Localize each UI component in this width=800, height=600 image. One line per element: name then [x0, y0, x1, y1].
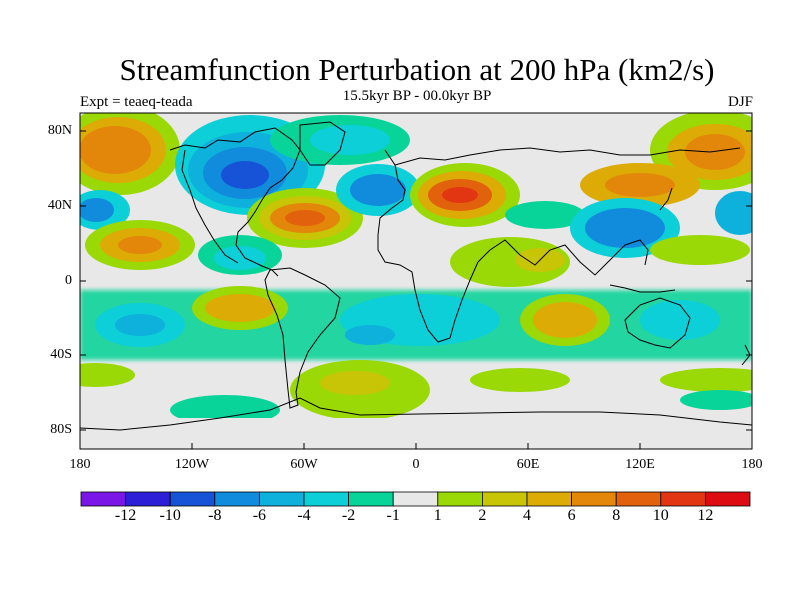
season-label: DJF — [727, 94, 753, 110]
asia-high-ridge — [580, 163, 700, 207]
europe-africa-west — [377, 149, 479, 343]
lon-tick-120e: 120E — [625, 457, 655, 472]
southern-ocean-high — [80, 360, 752, 420]
colorbar-swatch — [705, 491, 751, 507]
coastlines — [80, 121, 752, 431]
lat-tick-80s: 80S — [50, 422, 72, 437]
lon-tick-180w: 180 — [69, 457, 91, 472]
lat-tick-0: 0 — [65, 273, 72, 288]
eurasia-north — [394, 147, 741, 166]
colorbar-label: -10 — [159, 507, 181, 524]
colorbar-label: 6 — [567, 507, 576, 524]
colorbar-label: 1 — [433, 507, 442, 524]
axis-ticks — [79, 130, 753, 449]
chart-title: Streamfunction Perturbation at 200 hPa (… — [119, 52, 715, 87]
south-pacific-low — [95, 303, 185, 347]
north-america-west-coast — [181, 149, 239, 264]
eastern-atlantic-low — [336, 164, 420, 216]
japan — [659, 187, 673, 211]
colorbar-swatch — [481, 491, 528, 507]
colorbar-swatch — [303, 491, 349, 507]
colorbar-label: -4 — [297, 507, 311, 524]
lon-tick-120w: 120W — [174, 457, 210, 472]
colorbar-label: -6 — [252, 507, 267, 524]
colorbar-swatch — [80, 491, 126, 507]
lon-tick-60w: 60W — [290, 457, 318, 472]
australia — [624, 297, 691, 349]
colorbar — [80, 491, 751, 507]
colorbar-label: 8 — [612, 507, 621, 524]
dateline-low — [80, 190, 130, 230]
north-atlantic-high — [247, 188, 363, 248]
colorbar-label: 10 — [652, 507, 669, 524]
subtropical-pacific-high — [85, 220, 195, 270]
eurasia-high — [410, 163, 520, 227]
experiment-label: Expt = teaeq-teada — [80, 94, 193, 110]
south-atlantic-low — [340, 294, 500, 346]
contour-field — [80, 113, 752, 449]
asia-south — [477, 239, 649, 276]
lon-tick-60e: 60E — [516, 457, 540, 472]
east-pacific-low — [715, 191, 752, 235]
lon-tick-0: 0 — [412, 457, 420, 472]
indian-ocean-high — [520, 294, 610, 346]
antarctica — [80, 397, 752, 431]
colorbar-swatch — [660, 491, 706, 507]
colorbar-label: 12 — [697, 507, 714, 524]
north-pacific-high — [80, 113, 180, 195]
australia-low — [640, 300, 720, 340]
colorbar-swatch — [214, 491, 260, 507]
colorbar-label: -12 — [114, 507, 137, 524]
central-asia-low — [505, 201, 585, 229]
lon-tick-180e: 180 — [741, 457, 763, 472]
colorbar-swatch — [571, 491, 617, 507]
colorbar-swatch — [526, 491, 572, 507]
greenland — [299, 121, 346, 166]
colorbar-swatch — [348, 491, 394, 507]
colorbar-swatch — [615, 491, 662, 507]
colorbar-label: -2 — [341, 507, 356, 524]
tropical-americas-low — [198, 235, 282, 275]
lat-tick-40s: 40S — [50, 347, 72, 362]
chart-subtitle: 15.5kyr BP - 00.0kyr BP — [342, 88, 492, 104]
lat-tick-40n: 40N — [47, 198, 72, 213]
west-pacific-tropical-ridge — [650, 235, 750, 265]
colorbar-label: 2 — [478, 507, 487, 524]
colorbar-swatch — [125, 491, 171, 507]
south-pacific-high — [192, 286, 288, 330]
south-america — [264, 267, 341, 409]
east-asia-low — [570, 198, 680, 258]
colorbar-label: 4 — [523, 507, 531, 524]
north-america-coast — [169, 127, 301, 277]
colorbar-swatch — [169, 491, 216, 507]
colorbar-swatch — [437, 491, 483, 507]
lat-tick-80n: 80N — [47, 123, 72, 138]
colorbar-swatch — [258, 491, 305, 507]
colorbar-label: -8 — [208, 507, 222, 524]
indonesia — [609, 284, 676, 293]
colorbar-swatch — [392, 491, 439, 507]
arctic-low — [270, 115, 410, 165]
colorbar-label: -1 — [386, 507, 400, 524]
southern-ocean-low — [170, 390, 752, 425]
